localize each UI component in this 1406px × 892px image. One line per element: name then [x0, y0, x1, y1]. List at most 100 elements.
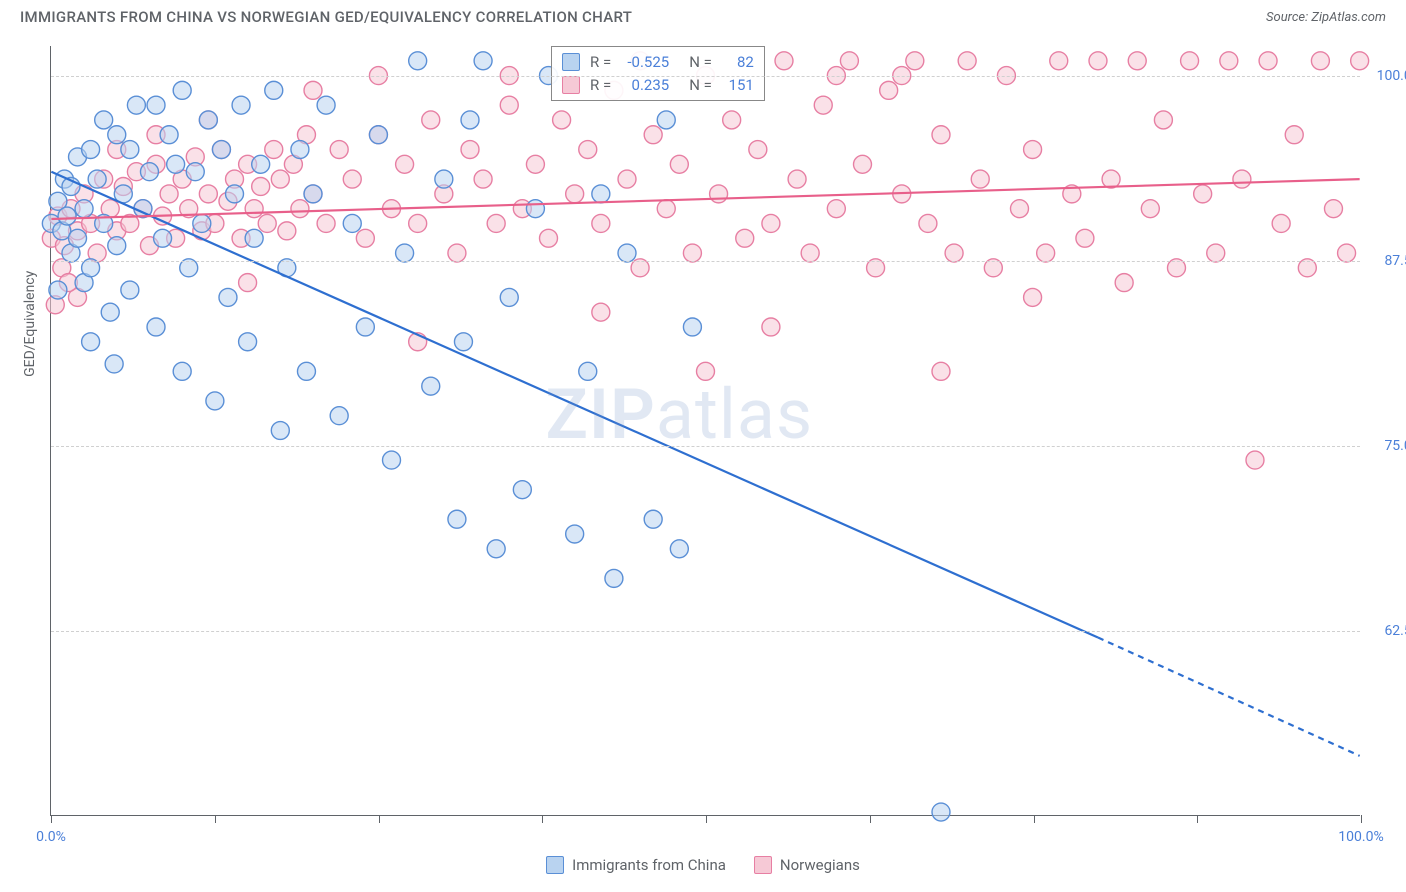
scatter-point-china	[579, 362, 597, 380]
gridline-horizontal	[51, 446, 1360, 447]
scatter-point-china	[592, 185, 610, 203]
scatter-point-norwegian	[827, 200, 845, 218]
scatter-point-china	[232, 96, 250, 114]
scatter-point-china	[173, 81, 191, 99]
scatter-point-norwegian	[278, 222, 296, 240]
scatter-point-china	[75, 200, 93, 218]
scatter-point-china	[343, 214, 361, 232]
scatter-point-norwegian	[1246, 451, 1264, 469]
scatter-point-china	[186, 163, 204, 181]
scatter-point-china	[461, 111, 479, 129]
scatter-point-norwegian	[409, 214, 427, 232]
bottom-legend-item-norwegian: Norwegians	[754, 856, 860, 874]
scatter-point-china	[252, 155, 270, 173]
scatter-point-china	[147, 96, 165, 114]
scatter-point-norwegian	[775, 52, 793, 70]
scatter-point-china	[448, 510, 466, 528]
scatter-point-china	[108, 237, 126, 255]
scatter-point-norwegian	[592, 214, 610, 232]
scatter-point-norwegian	[265, 141, 283, 159]
legend-n-value: 82	[718, 51, 754, 74]
scatter-point-china	[422, 377, 440, 395]
scatter-point-china	[121, 281, 139, 299]
legend-swatch-icon	[562, 76, 580, 94]
legend-n-label: N =	[689, 51, 712, 74]
scatter-point-china	[88, 170, 106, 188]
scatter-point-china	[127, 96, 145, 114]
scatter-point-norwegian	[330, 141, 348, 159]
scatter-point-norwegian	[500, 96, 518, 114]
scatter-point-norwegian	[814, 96, 832, 114]
scatter-point-norwegian	[945, 244, 963, 262]
scatter-point-norwegian	[1220, 52, 1238, 70]
scatter-point-china	[167, 155, 185, 173]
scatter-point-norwegian	[1207, 244, 1225, 262]
scatter-point-norwegian	[710, 185, 728, 203]
x-tick	[870, 815, 871, 823]
x-tick	[1361, 815, 1362, 823]
scatter-point-china	[154, 229, 172, 247]
scatter-point-china	[173, 362, 191, 380]
scatter-point-norwegian	[1285, 126, 1303, 144]
legend-swatch-icon	[754, 856, 772, 874]
scatter-point-norwegian	[579, 141, 597, 159]
scatter-point-norwegian	[906, 52, 924, 70]
scatter-point-norwegian	[788, 170, 806, 188]
scatter-point-china	[618, 244, 636, 262]
scatter-point-china	[58, 207, 76, 225]
scatter-point-norwegian	[252, 178, 270, 196]
scatter-point-china	[605, 569, 623, 587]
scatter-point-china	[409, 52, 427, 70]
scatter-point-china	[474, 52, 492, 70]
scatter-point-norwegian	[1272, 214, 1290, 232]
legend-row-china: R =-0.525N =82	[562, 51, 754, 74]
scatter-point-china	[932, 803, 950, 821]
scatter-plot-svg	[51, 46, 1360, 815]
legend-r-value: 0.235	[617, 74, 669, 97]
scatter-point-norwegian	[1024, 288, 1042, 306]
scatter-point-norwegian	[1154, 111, 1172, 129]
scatter-point-china	[297, 362, 315, 380]
scatter-point-china	[193, 214, 211, 232]
legend-bottom: Immigrants from China Norwegians	[0, 856, 1406, 878]
scatter-point-china	[304, 185, 322, 203]
bottom-legend-label: Immigrants from China	[572, 856, 726, 874]
trend-line-dashed-china	[1098, 638, 1360, 756]
scatter-point-china	[487, 540, 505, 558]
scatter-point-china	[199, 111, 217, 129]
scatter-point-norwegian	[553, 111, 571, 129]
legend-r-value: -0.525	[617, 51, 669, 74]
scatter-point-china	[245, 229, 263, 247]
scatter-point-norwegian	[448, 244, 466, 262]
scatter-point-china	[147, 318, 165, 336]
scatter-point-china	[101, 303, 119, 321]
scatter-point-norwegian	[618, 170, 636, 188]
scatter-point-norwegian	[919, 214, 937, 232]
y-tick-label: 62.5%	[1366, 623, 1406, 639]
scatter-point-china	[82, 333, 100, 351]
scatter-point-norwegian	[840, 52, 858, 70]
trend-line-norwegian	[51, 179, 1359, 219]
scatter-point-china	[121, 141, 139, 159]
y-tick-label: 100.0%	[1366, 68, 1406, 84]
scatter-point-norwegian	[592, 303, 610, 321]
y-tick-label: 75.0%	[1366, 438, 1406, 454]
scatter-point-norwegian	[762, 214, 780, 232]
scatter-point-norwegian	[683, 244, 701, 262]
scatter-point-china	[683, 318, 701, 336]
scatter-point-china	[69, 229, 87, 247]
scatter-point-norwegian	[880, 81, 898, 99]
scatter-point-china	[435, 170, 453, 188]
bottom-legend-item-china: Immigrants from China	[546, 856, 726, 874]
scatter-point-norwegian	[271, 170, 289, 188]
legend-n-label: N =	[689, 74, 712, 97]
scatter-point-norwegian	[356, 229, 374, 247]
scatter-point-china	[271, 422, 289, 440]
scatter-point-china	[226, 185, 244, 203]
legend-correlation-box: R =-0.525N =82R =0.235N =151	[551, 46, 765, 101]
scatter-point-china	[265, 81, 283, 99]
scatter-point-norwegian	[258, 214, 276, 232]
scatter-point-norwegian	[343, 170, 361, 188]
scatter-point-norwegian	[1037, 244, 1055, 262]
scatter-point-norwegian	[1024, 141, 1042, 159]
